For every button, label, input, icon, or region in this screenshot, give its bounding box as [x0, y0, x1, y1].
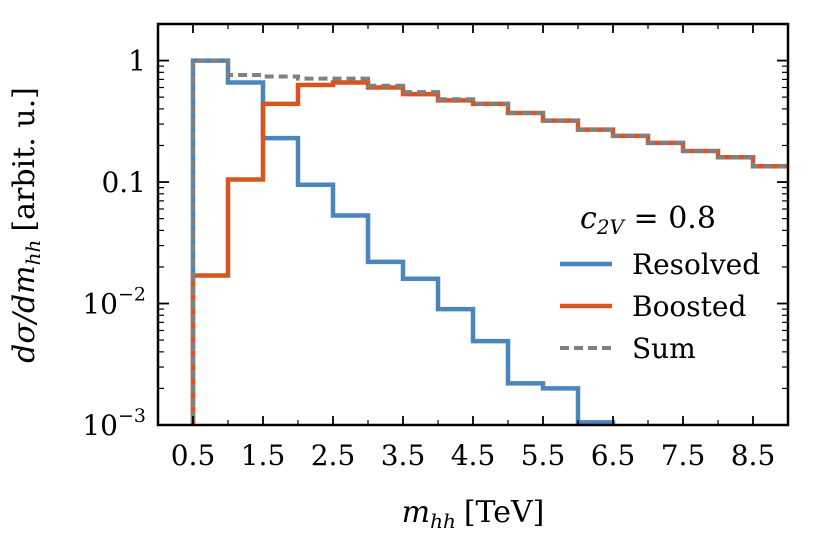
legend-boosted-label: Boosted: [632, 290, 746, 323]
x-tick-label: 5.5: [521, 439, 566, 472]
legend-title-rest: = 0.8: [624, 201, 716, 236]
legend-title-var: c: [580, 201, 597, 236]
series-sum-line: [191, 58, 788, 425]
y-tick-label-base: 0.1: [101, 166, 146, 199]
y-tick-label-exponent: −3: [118, 405, 146, 427]
legend-title-sub: 2V: [596, 215, 627, 239]
y-tick-label-base: 10: [82, 409, 118, 442]
y-tick-label: 10−2: [82, 284, 146, 321]
y-axis-label-text: dσ/dm: [7, 265, 42, 362]
x-axis-label-sub: hh: [430, 509, 456, 533]
y-tick-label: 1: [128, 45, 146, 78]
x-tick-label: 2.5: [311, 439, 356, 472]
x-axis-label-var: m: [402, 495, 430, 530]
legend-resolved-label: Resolved: [632, 248, 760, 281]
y-axis-label: dσ/dmhh [arbit. u.]: [7, 87, 45, 363]
series-boosted-line: [190, 80, 788, 425]
y-tick-label-base: 1: [128, 45, 146, 78]
y-tick-label: 0.1: [101, 166, 146, 199]
x-axis-label-unit: [TeV]: [464, 495, 545, 530]
x-axis-label: mhh [TeV]: [402, 495, 545, 533]
y-axis-label-unit: [arbit. u.]: [7, 87, 42, 231]
legend-sum-label: Sum: [632, 332, 696, 365]
tick-layer: 0.5 1.5 2.5 3.5 4.5 5.5 6.5 7.5 8.510.110−210−3: [82, 24, 788, 472]
x-tick-label: 0.5: [171, 439, 216, 472]
y-axis-label-sub: hh: [21, 240, 45, 266]
legend-title: c2V = 0.8: [580, 201, 716, 239]
x-tick-label: 3.5: [381, 439, 426, 472]
y-tick-label-exponent: −2: [118, 284, 146, 306]
legend: c2V = 0.8 Resolved Boosted Sum: [560, 201, 760, 365]
x-tick-label: 4.5: [451, 439, 496, 472]
y-tick-label-base: 10: [82, 288, 118, 321]
x-tick-label: 8.5: [731, 439, 776, 472]
y-tick-label: 10−3: [82, 405, 146, 442]
x-tick-label: 6.5: [591, 439, 636, 472]
x-tick-label: 1.5: [241, 439, 286, 472]
x-tick-label: 7.5: [661, 439, 706, 472]
series-layer: [190, 58, 788, 425]
